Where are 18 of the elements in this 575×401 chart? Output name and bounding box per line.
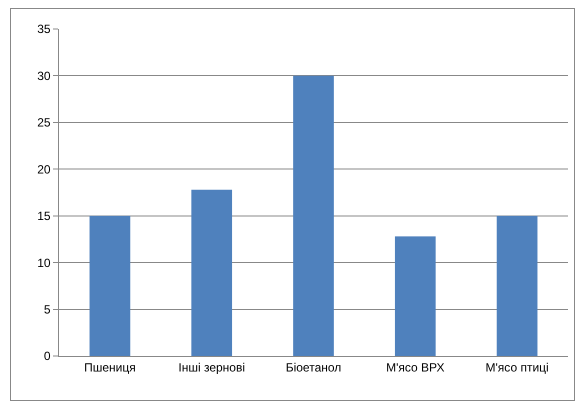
x-tick-label: М'ясо ВРХ: [386, 360, 445, 374]
bar: [90, 216, 130, 356]
x-tick-label: Пшениця: [84, 360, 136, 374]
bar: [293, 76, 334, 356]
y-tick-label: 15: [37, 209, 51, 224]
y-tick-label: 0: [44, 349, 51, 364]
y-tick-label: 20: [37, 162, 51, 176]
x-tick-label: Інші зернові: [178, 360, 246, 374]
bar: [496, 216, 538, 356]
y-tick-label: 5: [44, 302, 51, 316]
y-tick-label: 35: [37, 22, 51, 36]
y-tick-label: 10: [37, 256, 51, 270]
x-tick-label: Біоетанол: [286, 360, 342, 374]
y-tick-label: 30: [37, 68, 51, 83]
x-tick-label: М'ясо птиці: [486, 360, 549, 374]
bar: [191, 190, 232, 356]
y-tick-label: 25: [37, 116, 51, 130]
bar: [394, 236, 436, 356]
